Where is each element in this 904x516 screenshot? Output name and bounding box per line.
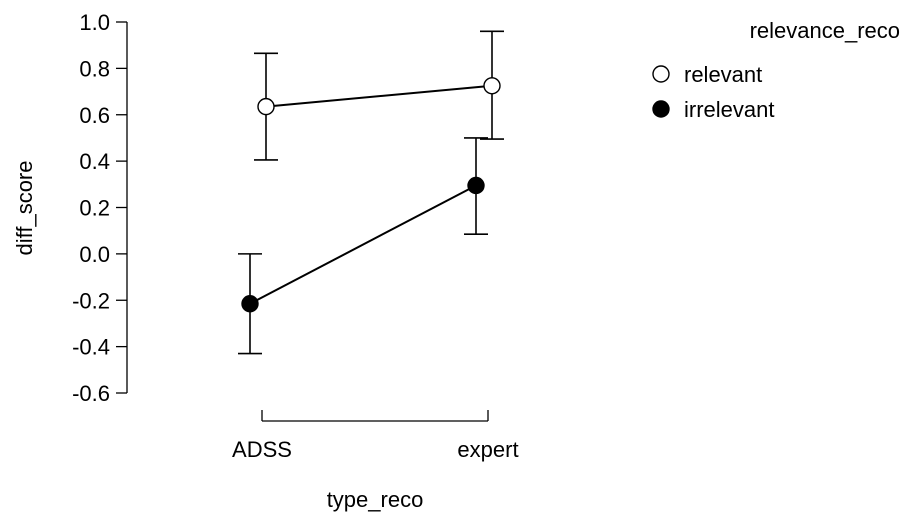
x-tick-label: expert: [457, 437, 518, 462]
legend-marker-irrelevant: [652, 100, 670, 118]
y-tick-label: 0.8: [79, 56, 110, 81]
y-tick-label: 0.2: [79, 196, 110, 221]
plot-area: [238, 30, 504, 355]
series-irrelevant: [238, 137, 488, 355]
legend-label-irrelevant: irrelevant: [684, 97, 774, 122]
legend: relevance_reco relevant irrelevant: [652, 18, 900, 122]
legend-marker-relevant: [652, 65, 670, 83]
x-axis: ADSS expert: [232, 410, 519, 462]
y-axis: -0.6 -0.4 -0.2 0.0 0.2 0.4 0.6 0.8 1.0: [72, 10, 128, 406]
x-axis-title: type_reco: [327, 487, 424, 512]
series-line-irrelevant: [249, 184, 477, 305]
series-line-relevant: [265, 84, 493, 108]
legend-label-relevant: relevant: [684, 62, 762, 87]
series-relevant: [254, 30, 504, 161]
y-tick-label: -0.2: [72, 288, 110, 313]
data-point-irrelevant: [467, 176, 485, 195]
data-point-relevant: [257, 97, 275, 116]
x-tick-label: ADSS: [232, 437, 292, 462]
y-tick-label: 0.4: [79, 149, 110, 174]
y-tick-label: 0.0: [79, 242, 110, 267]
y-tick-label: 1.0: [79, 10, 110, 35]
y-tick-label: -0.4: [72, 335, 110, 360]
legend-items: relevant irrelevant: [652, 62, 774, 122]
legend-title: relevance_reco: [750, 18, 900, 43]
y-axis-title: diff_score: [12, 161, 37, 256]
data-point-relevant: [483, 77, 501, 95]
y-tick-label: 0.6: [79, 103, 110, 128]
y-tick-label: -0.6: [72, 381, 110, 406]
data-point-irrelevant: [241, 295, 259, 313]
